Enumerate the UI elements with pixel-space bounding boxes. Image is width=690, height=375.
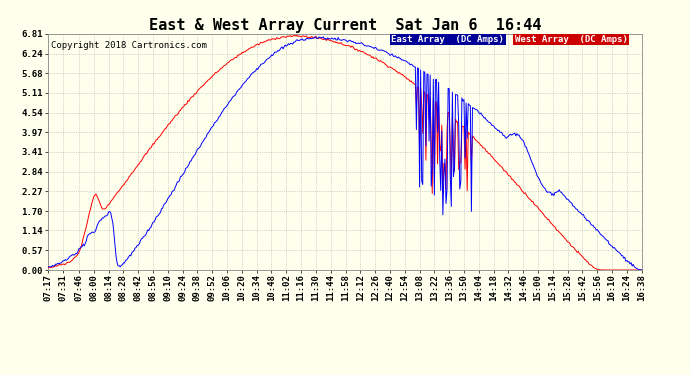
Text: West Array  (DC Amps): West Array (DC Amps) [515,35,628,44]
Title: East & West Array Current  Sat Jan 6  16:44: East & West Array Current Sat Jan 6 16:4… [149,18,541,33]
Text: Copyright 2018 Cartronics.com: Copyright 2018 Cartronics.com [51,41,207,50]
Text: East Array  (DC Amps): East Array (DC Amps) [391,35,504,44]
